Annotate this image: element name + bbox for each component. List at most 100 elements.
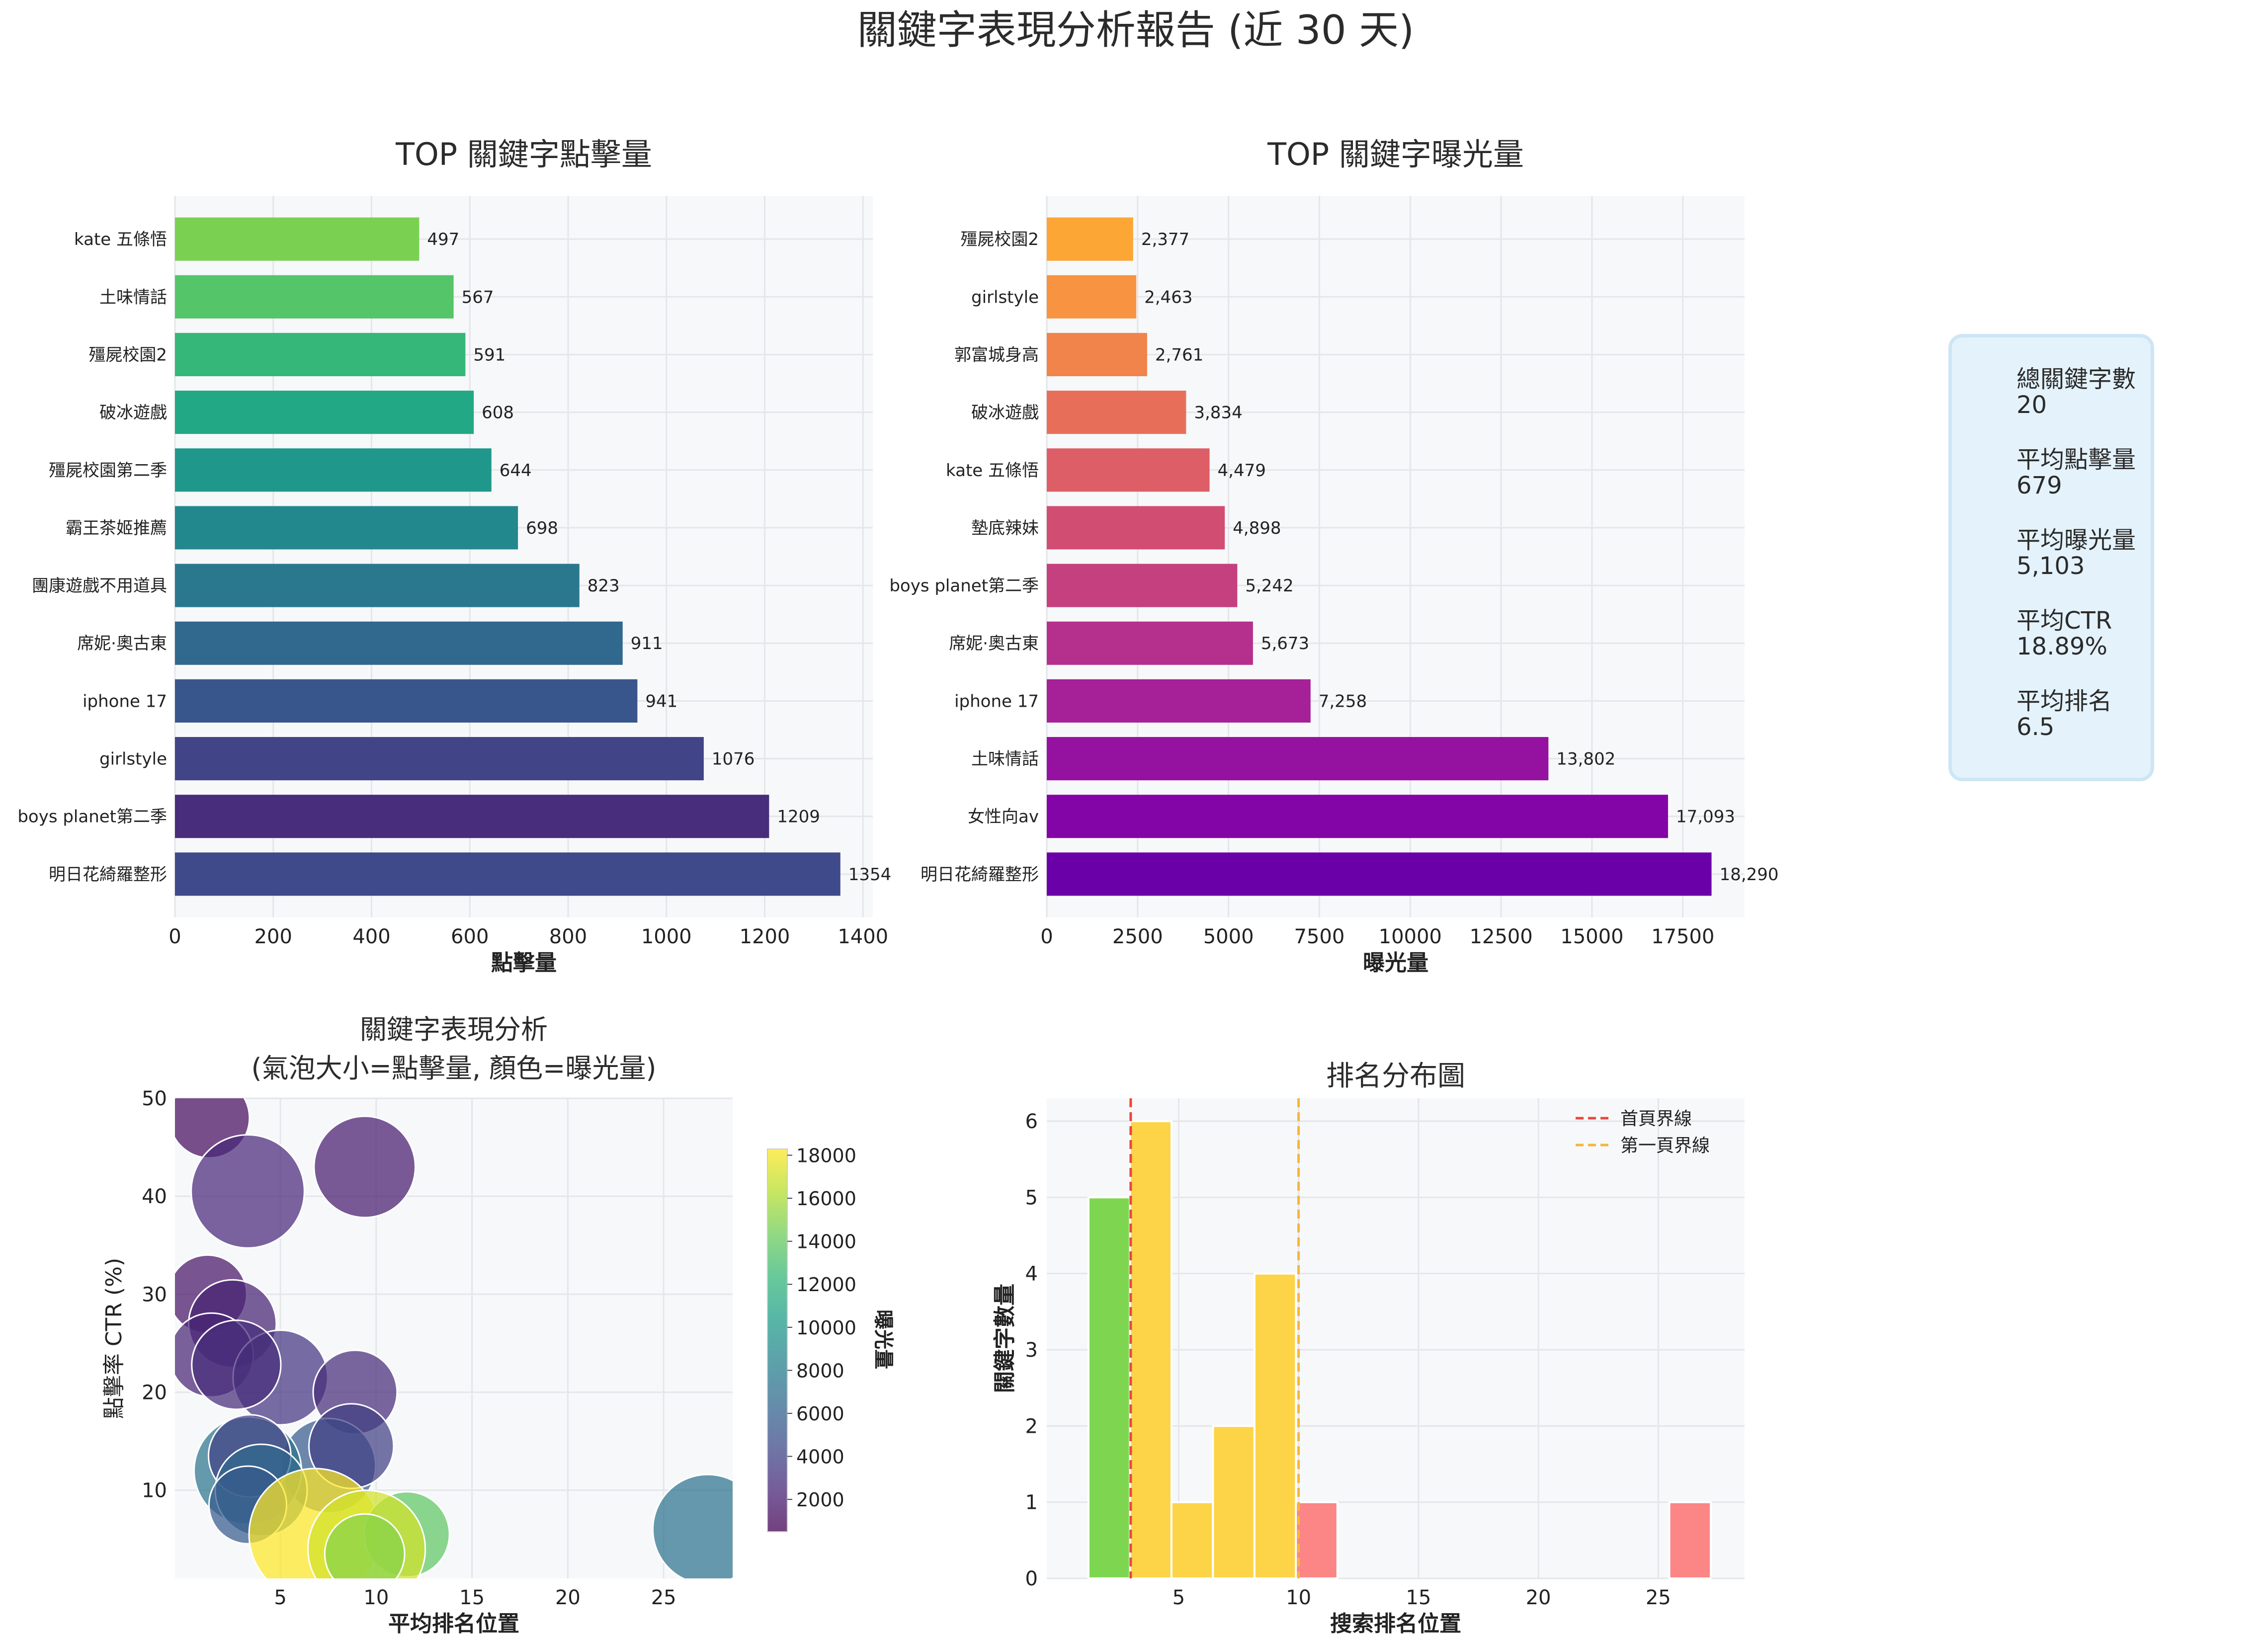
bar-value-label: 2,761 — [1155, 345, 1203, 365]
category-label: 席妮·奧古東 — [949, 634, 1039, 654]
stat-label: 總關鍵字數 — [2016, 365, 2136, 393]
bar — [1047, 679, 1311, 723]
bar-value-label: 7,258 — [1319, 691, 1367, 711]
x-tick-label: 0 — [168, 925, 181, 948]
category-label: boys planet第二季 — [17, 807, 167, 827]
category-label: 郭富城身高 — [954, 345, 1039, 365]
bar-value-label: 497 — [427, 230, 459, 249]
report-title: 關鍵字表現分析報告 (近 30 天) — [857, 7, 1415, 53]
category-label: 明日花綺羅整形 — [921, 865, 1039, 885]
bar-value-label: 591 — [473, 345, 505, 365]
y-tick-label: 10 — [142, 1479, 167, 1502]
category-label: kate 五條悟 — [946, 461, 1039, 481]
y-tick-label: 1 — [1025, 1491, 1038, 1514]
bar-value-label: 644 — [500, 461, 532, 481]
y-axis-label: 點擊率 CTR (%) — [101, 1258, 127, 1419]
clicks-bar-chart: 497 kate 五條悟 567 土味情話 591 殭屍校園2 608 破冰遊戲 644 殭屍校園… — [17, 136, 891, 976]
x-tick-label: 20 — [1526, 1586, 1551, 1609]
bar — [1047, 621, 1253, 665]
bubble-scatter-chart: 5 10 15 20 25 10 20 30 40 50 平均排名位置 點擊率 CTR (%) 關鍵字表… — [101, 1014, 895, 1637]
bar-value-label: 18,290 — [1719, 865, 1778, 885]
x-tick-label: 20 — [555, 1586, 581, 1609]
category-label: 殭屍校園第二季 — [49, 461, 167, 481]
summary-stats-panel: 總關鍵字數 20 平均點擊量 679 平均曝光量 5,103 平均CTR 18.… — [1948, 334, 2154, 781]
colorbar-tick-label: 14000 — [796, 1231, 856, 1253]
stat-avg-ctr: 平均CTR 18.89% — [2016, 608, 2151, 659]
category-label: 墊底辣妹 — [971, 518, 1039, 538]
bar-value-label: 1354 — [848, 865, 892, 885]
bar-value-label: 608 — [482, 403, 514, 423]
category-label: 殭屍校園2 — [960, 230, 1039, 249]
bar — [1047, 564, 1238, 607]
bar — [1047, 737, 1549, 781]
x-tick-label: 10 — [1286, 1586, 1311, 1609]
x-tick-label: 5000 — [1203, 925, 1254, 948]
bar — [175, 506, 518, 550]
category-label: iphone 17 — [954, 691, 1039, 711]
bubble-series — [175, 1098, 733, 1578]
bar-value-label: 1209 — [777, 807, 820, 827]
category-label: 席妮·奧古東 — [77, 634, 167, 654]
impressions-bar-chart: 2,377 殭屍校園2 2,463 girlstyle 2,761 郭富城身高 3,834 破… — [889, 136, 1778, 976]
y-tick-label: 3 — [1025, 1339, 1038, 1362]
stat-avg-rank: 平均排名 6.5 — [2016, 688, 2151, 740]
y-tick-label: 4 — [1025, 1263, 1038, 1286]
y-tick-label: 0 — [1025, 1567, 1038, 1590]
bar — [175, 679, 638, 723]
bubble-point — [190, 1134, 305, 1249]
x-axis-label: 點擊量 — [491, 950, 557, 976]
colorbar-tick-label: 12000 — [796, 1274, 856, 1296]
bar-value-label: 2,463 — [1144, 287, 1192, 307]
bar — [175, 621, 623, 665]
x-axis-label: 搜索排名位置 — [1330, 1611, 1461, 1637]
x-tick-label: 600 — [451, 925, 489, 948]
category-label: 團康遊戲不用道具 — [32, 576, 167, 596]
histogram-bar — [1087, 1196, 1131, 1579]
colorbar-tick-label: 4000 — [796, 1446, 844, 1468]
bar — [1047, 391, 1186, 434]
category-label: 土味情話 — [971, 749, 1039, 769]
x-tick-label: 800 — [549, 925, 587, 948]
bar — [1047, 506, 1225, 550]
bubble-point — [313, 1115, 417, 1219]
chart-title: 關鍵字表現分析 — [360, 1014, 548, 1045]
bar — [175, 737, 704, 781]
category-label: 殭屍校園2 — [88, 345, 167, 365]
stat-value: 5,103 — [2016, 552, 2085, 580]
x-axis-label: 平均排名位置 — [388, 1611, 519, 1637]
histogram-bar — [1129, 1120, 1173, 1579]
bubble-point — [324, 1513, 406, 1578]
bar-value-label: 5,242 — [1245, 576, 1293, 596]
category-label: girlstyle — [971, 287, 1039, 307]
y-tick-label: 40 — [142, 1185, 167, 1208]
x-tick-label: 7500 — [1294, 925, 1345, 948]
chart-subtitle: (氣泡大小=點擊量, 顏色=曝光量) — [252, 1053, 657, 1084]
bar — [175, 448, 492, 492]
bar-value-label: 17,093 — [1676, 807, 1735, 827]
bar-value-label: 4,898 — [1233, 518, 1281, 538]
bar — [175, 275, 454, 319]
x-tick-label: 15 — [1406, 1586, 1431, 1609]
y-tick-label: 30 — [142, 1283, 167, 1306]
bar-value-label: 5,673 — [1261, 634, 1309, 654]
x-tick-label: 12500 — [1469, 925, 1532, 948]
histogram-bar — [1295, 1501, 1339, 1580]
colorbar-label: 曝光量 — [872, 1310, 895, 1369]
x-tick-label: 400 — [352, 925, 390, 948]
bubble-point — [652, 1474, 733, 1578]
chart-title: TOP 關鍵字點擊量 — [395, 136, 652, 172]
bar — [175, 217, 420, 261]
bar-value-label: 2,377 — [1141, 230, 1189, 249]
bar-value-label: 3,834 — [1194, 403, 1242, 423]
category-label: 破冰遊戲 — [971, 403, 1039, 423]
bar — [1047, 275, 1137, 319]
x-tick-label: 1200 — [740, 925, 790, 948]
colorbar-tick-label: 18000 — [796, 1145, 856, 1167]
stat-total-keywords: 總關鍵字數 20 — [2016, 366, 2151, 418]
y-tick-label: 5 — [1025, 1186, 1038, 1209]
bar — [1047, 852, 1712, 896]
bar — [1047, 795, 1668, 838]
colorbar — [767, 1149, 788, 1532]
